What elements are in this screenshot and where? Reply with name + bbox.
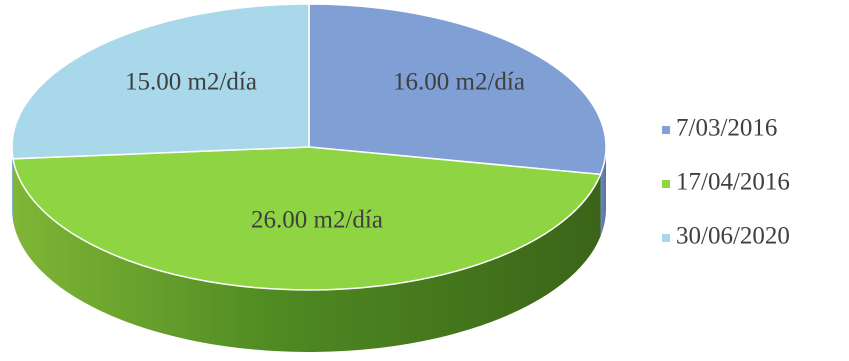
pie-sides bbox=[12, 147, 606, 352]
pie-side-3 bbox=[12, 147, 14, 221]
legend-label: 30/06/2020 bbox=[676, 223, 790, 250]
pie-slice-2 bbox=[12, 146, 602, 291]
pie-slice-1 bbox=[308, 3, 607, 176]
legend: 7/03/2016 17/04/2016 30/06/2020 bbox=[662, 115, 790, 250]
pie-labels: 16.00 m2/día 26.00 m2/día 15.00 m2/día bbox=[125, 69, 525, 234]
legend-label: 17/04/2016 bbox=[676, 169, 790, 196]
pie-side-1 bbox=[600, 147, 606, 237]
legend-swatch bbox=[662, 234, 670, 242]
pie-side-2 bbox=[13, 158, 601, 352]
pie-tops bbox=[11, 3, 607, 291]
legend-swatch bbox=[662, 126, 670, 134]
data-label: 26.00 m2/día bbox=[251, 207, 383, 234]
legend-swatch bbox=[662, 180, 670, 188]
pie-slice-3 bbox=[11, 3, 310, 160]
data-label: 16.00 m2/día bbox=[393, 69, 525, 96]
data-label: 15.00 m2/día bbox=[125, 69, 257, 96]
legend-label: 7/03/2016 bbox=[676, 115, 777, 142]
